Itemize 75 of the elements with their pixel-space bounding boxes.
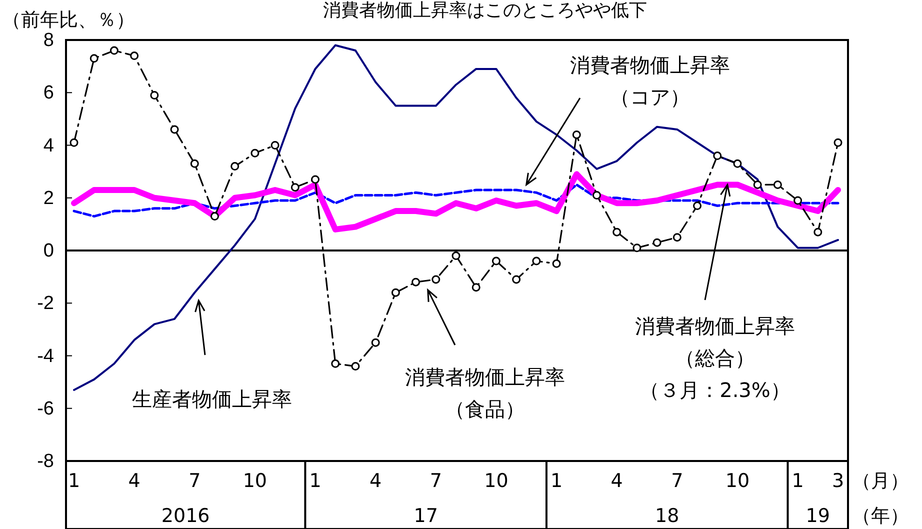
x-tick-label: 4 [370,470,382,492]
point [753,180,762,189]
point [814,228,822,236]
text: 17 [414,505,438,527]
point [733,159,742,168]
point [452,252,460,260]
x-tick-label: 7 [430,470,442,492]
point [532,256,541,266]
point [351,362,360,371]
point [512,275,521,284]
y-tick-label: 6 [43,82,54,104]
text: （年） [852,505,909,527]
point [210,212,219,221]
point [432,275,440,284]
point [472,283,480,292]
point [632,244,642,252]
x-tick-label: 1 [309,470,322,492]
point [794,196,802,205]
point [371,338,380,347]
point [412,278,420,286]
y-tick-label: 0 [43,240,54,262]
x-tick-label: 10 [725,470,750,492]
text: 19 [806,505,830,527]
series-label: 消費者物価上昇率（食品） [405,365,565,421]
chart-title: 消費者物価上昇率はこのところやや低下 [323,0,647,21]
x-tick-label: 4 [610,470,623,492]
point [773,180,782,189]
x-tick-label: 7 [671,470,684,492]
x-tick-label: 7 [188,470,201,492]
y-axis-title: （前年比、％） [2,9,135,31]
y-tick-label: -8 [37,451,54,472]
point [612,228,622,236]
x-tick-label: 1 [792,470,804,492]
y-tick-label: -6 [37,398,54,420]
point [70,138,78,147]
y-tick-label: -4 [37,346,54,367]
x-tick-label: 3 [832,470,844,492]
point [230,162,240,171]
y-tick-label: 8 [43,30,54,52]
y-tick-label: -2 [37,293,54,314]
point [170,125,179,134]
point [572,130,581,139]
point [693,202,702,210]
point [834,138,842,147]
x-tick-label: 10 [242,470,268,492]
text: 消費者物価上昇率（総合）（３月：2.3%） [635,314,795,402]
point [492,256,500,266]
x-tick-label: 1 [68,470,80,492]
series-label: 生産者物価上昇率 [132,387,292,411]
x-tick-label: 4 [128,470,140,492]
point [311,175,320,184]
point [652,238,662,247]
point [250,148,260,158]
point [130,52,139,60]
point [90,54,98,63]
y-tick-label: 2 [43,188,54,209]
point [391,288,400,297]
point [592,190,601,200]
x-tick-label: 1 [550,470,563,492]
point [290,183,300,192]
x-tick-label: 10 [484,470,508,492]
point [552,259,561,268]
text: 消費者物価上昇率（コア） [570,53,730,109]
text: 18 [655,505,680,527]
point [672,233,682,242]
point [270,141,280,150]
point [331,359,340,368]
text: 2016 [161,505,210,527]
point [110,46,118,55]
point [713,152,722,160]
x-axis-title: （月） [852,470,909,492]
line-series [72,183,840,218]
point [190,159,199,168]
y-tick-label: 4 [43,135,54,156]
point [150,91,159,100]
